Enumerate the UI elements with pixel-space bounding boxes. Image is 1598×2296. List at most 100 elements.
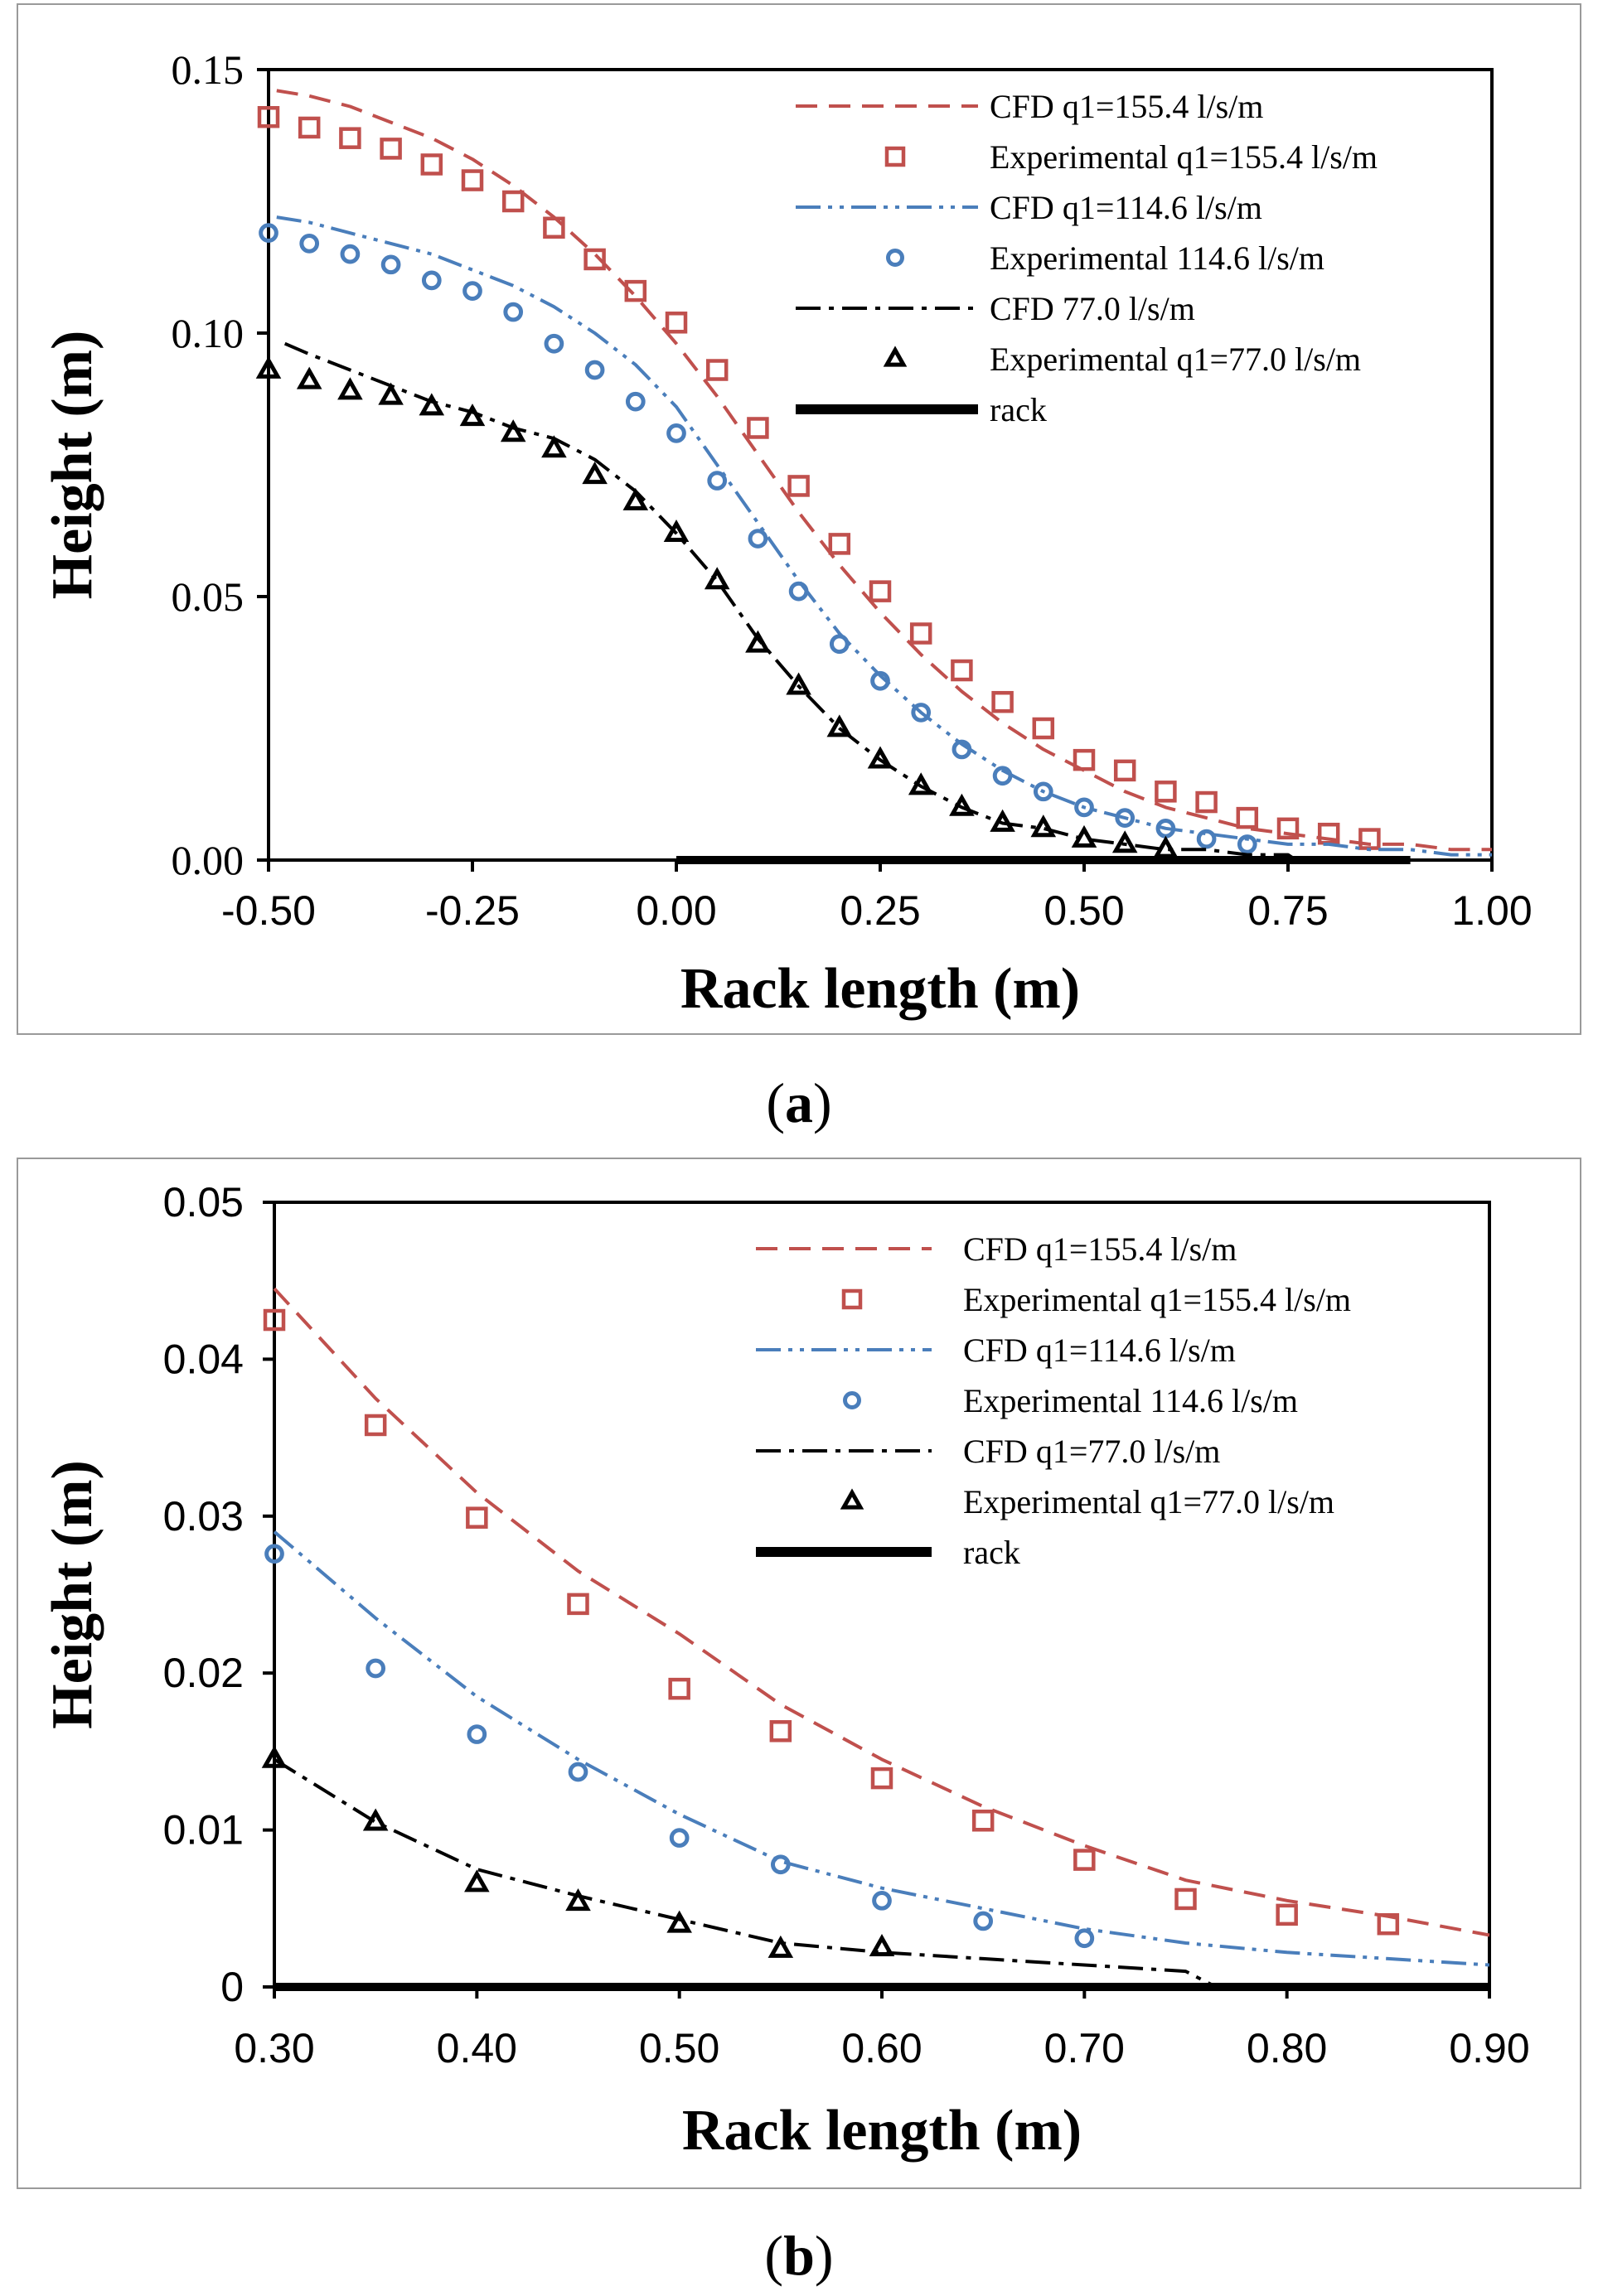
caption-b-letter: b: [783, 2224, 815, 2287]
data-point-series-1: [1073, 748, 1096, 771]
x-tick-label: 0.60: [841, 2025, 922, 2071]
data-point-series-5: [459, 404, 486, 427]
x-tick-label: 0.50: [639, 2025, 719, 2071]
data-point-series-3: [1074, 1928, 1095, 1949]
legend-label: Experimental q1=155.4 l/s/m: [963, 1281, 1351, 1318]
data-point-series-3: [625, 391, 646, 412]
data-point-series-3: [788, 581, 809, 602]
data-point-series-1: [1276, 1903, 1298, 1926]
data-point-series-1: [991, 690, 1014, 713]
data-point-series-1: [870, 1767, 893, 1790]
data-point-series-3: [911, 703, 932, 723]
data-point-series-1: [1113, 759, 1136, 782]
data-point-series-5: [908, 772, 934, 795]
legend-label: CFD q1=77.0 l/s/m: [963, 1433, 1220, 1470]
legend-swatch: [841, 1288, 863, 1310]
data-point-series-1: [769, 1720, 792, 1743]
data-point-series-1: [1174, 1888, 1197, 1911]
data-point-series-5: [261, 1745, 288, 1768]
y-tick-label: 0.05: [163, 1179, 244, 1225]
data-point-series-5: [663, 520, 690, 543]
x-tick-label: 0.70: [1044, 2025, 1125, 2071]
legend-label: CFD 77.0 l/s/m: [990, 290, 1195, 327]
chart-panel-a: 0.00 0.05 0.10 0.15 -0.50 -0.25 0.00 0.25 0.50 0.…: [17, 3, 1581, 1035]
legend-label: Experimental 114.6 l/s/m: [990, 239, 1324, 277]
legend-label: Experimental q1=77.0 l/s/m: [990, 341, 1361, 378]
data-point-series-1: [567, 1593, 589, 1616]
x-tick-label: 0.40: [437, 2025, 517, 2071]
series-line-0: [276, 89, 1492, 852]
data-point-series-5: [1153, 835, 1179, 858]
data-point-series-5: [378, 382, 404, 405]
data-point-series-5: [500, 419, 526, 442]
legend-label: CFD q1=155.4 l/s/m: [963, 1230, 1237, 1268]
legend-label: CFD q1=114.6 l/s/m: [963, 1332, 1236, 1369]
y-tick-label: 0.05: [172, 573, 245, 620]
chart-panel-b: 0 0.01 0.02 0.03 0.04 0.05 0.30 0.40 0.50 0.60 0.7…: [17, 1158, 1581, 2189]
chart-b-svg: 0 0.01 0.02 0.03 0.04 0.05 0.30 0.40 0.50 0.60 0.7…: [41, 1179, 1530, 2163]
data-point-series-1: [257, 105, 280, 128]
data-point-series-1: [787, 475, 810, 497]
data-point-series-1: [624, 279, 647, 302]
legend-swatch: [883, 346, 908, 367]
data-point-series-5: [362, 1808, 389, 1831]
x-tick-label: 0.80: [1247, 2025, 1327, 2071]
x-axis-label: Rack length (m): [682, 2099, 1082, 2163]
data-point-series-5: [464, 1869, 490, 1892]
data-point-series-5: [1030, 814, 1057, 838]
data-point-series-5: [666, 1910, 692, 1933]
data-point-series-5: [1071, 824, 1097, 848]
x-tick-label: 0.90: [1449, 2025, 1529, 2071]
data-point-series-1: [1195, 790, 1218, 814]
y-tick-label: 0.01: [163, 1807, 244, 1854]
data-point-series-1: [420, 153, 443, 176]
data-point-series-5: [786, 672, 811, 695]
data-point-series-5: [565, 1888, 591, 1912]
y-tick-label: 0.10: [172, 310, 245, 356]
data-point-series-5: [949, 793, 975, 816]
data-point-series-3: [748, 529, 768, 549]
data-point-series-5: [622, 487, 649, 510]
x-axis-label: Rack length (m): [680, 957, 1080, 1021]
data-point-series-1: [543, 216, 565, 239]
data-point-series-3: [669, 1828, 690, 1848]
data-point-series-5: [869, 1933, 895, 1957]
data-point-series-1: [1073, 1849, 1096, 1871]
data-point-series-3: [872, 1890, 892, 1911]
data-point-series-1: [380, 138, 402, 160]
legend-swatch: [884, 146, 906, 167]
data-point-series-1: [828, 533, 851, 555]
y-axis-label: Height (m): [41, 331, 104, 600]
series-line-0: [273, 1287, 1490, 1937]
caption-a: (a): [766, 1071, 832, 1134]
data-point-series-5: [745, 630, 771, 653]
plot-area-a: [267, 68, 1494, 862]
data-point-series-1: [909, 622, 932, 645]
data-point-series-3: [992, 766, 1013, 786]
data-point-series-1: [298, 116, 321, 139]
y-tick-label: 0.15: [172, 46, 245, 93]
y-tick-label: 0: [220, 1964, 244, 2010]
data-point-series-1: [339, 127, 361, 149]
x-tick-label: 1.00: [1451, 887, 1532, 934]
legend-swatch: [840, 1488, 864, 1510]
data-point-series-5: [826, 714, 853, 737]
caption-a-letter: a: [785, 1071, 813, 1134]
legend-swatch: [843, 1391, 861, 1409]
caption-b: (b): [764, 2224, 834, 2287]
data-point-series-1: [747, 417, 769, 439]
legend-label: Experimental q1=77.0 l/s/m: [963, 1483, 1334, 1520]
x-tick-label: 0.25: [840, 887, 920, 934]
data-point-series-5: [255, 355, 282, 379]
data-point-series-5: [1111, 830, 1138, 853]
data-point-series-1: [1236, 806, 1259, 829]
data-point-series-1: [869, 580, 892, 602]
y-axis-label: Height (m): [41, 1460, 104, 1729]
data-point-series-3: [1033, 781, 1053, 802]
data-point-series-5: [867, 746, 893, 769]
data-point-series-3: [264, 1544, 284, 1564]
data-point-series-3: [462, 281, 482, 301]
data-point-series-3: [1237, 834, 1257, 854]
data-point-series-1: [705, 359, 729, 381]
data-point-series-5: [419, 393, 445, 416]
